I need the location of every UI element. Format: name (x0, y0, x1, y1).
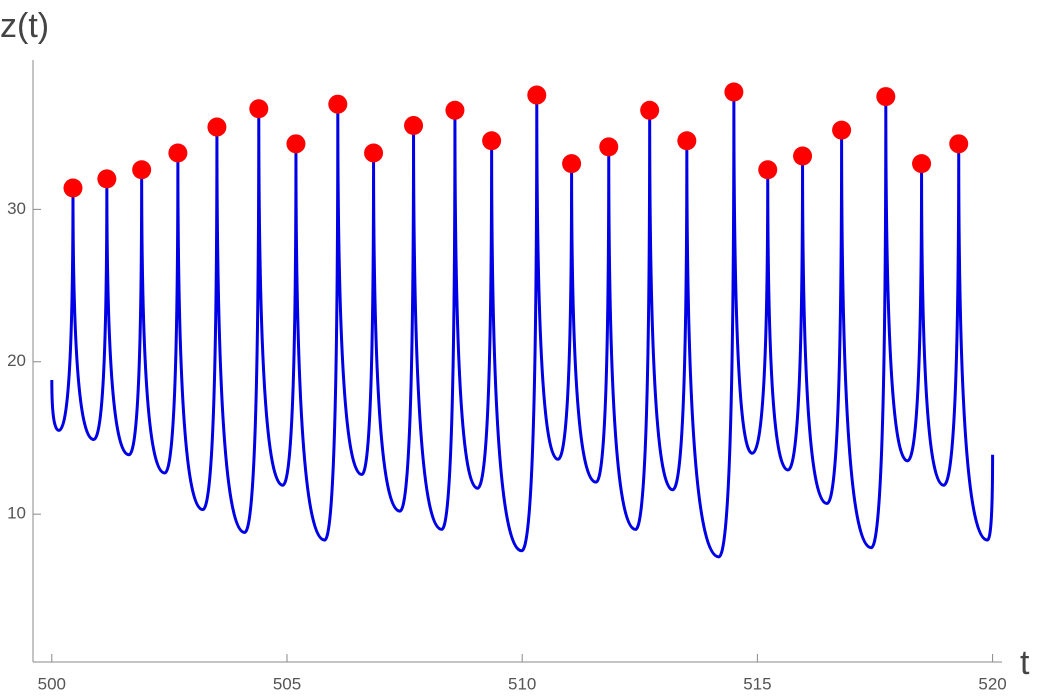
peak-marker (445, 100, 465, 120)
x-tick-label: 520 (978, 674, 1006, 693)
x-tick-label: 515 (743, 674, 771, 693)
peak-marker (949, 134, 969, 154)
peak-marker (364, 143, 384, 163)
peak-marker (562, 154, 582, 174)
peak-marker (724, 82, 744, 102)
y-tick-label: 20 (7, 351, 26, 370)
line (50, 90, 995, 559)
peak-marker (527, 85, 547, 105)
peak-marker (132, 160, 152, 180)
peak-marker (63, 178, 83, 198)
peak-marker (832, 120, 852, 140)
x-tick-label: 500 (38, 674, 66, 693)
x-tick-label: 505 (273, 674, 301, 693)
x-tick-label: 510 (508, 674, 536, 693)
x-axis-title: t (1020, 644, 1030, 682)
peak-marker (876, 87, 896, 107)
peak-marker (97, 169, 117, 189)
peak-marker (912, 154, 932, 174)
y-tick-label: 30 (7, 199, 26, 218)
peak-marker (758, 160, 778, 180)
peak-marker (599, 137, 619, 157)
peak-marker (404, 116, 424, 136)
peak-marker (207, 117, 227, 137)
peak-marker (677, 131, 697, 151)
peak-marker (793, 146, 813, 166)
y-tick-label: 10 (7, 504, 26, 523)
peak-marker (328, 94, 348, 114)
peak-marker (286, 134, 306, 154)
peak-marker (249, 99, 269, 119)
peak-marker (640, 100, 660, 120)
y-axis-title: z(t) (0, 7, 49, 45)
peak-marker (482, 131, 502, 151)
peak-marker (168, 143, 188, 163)
